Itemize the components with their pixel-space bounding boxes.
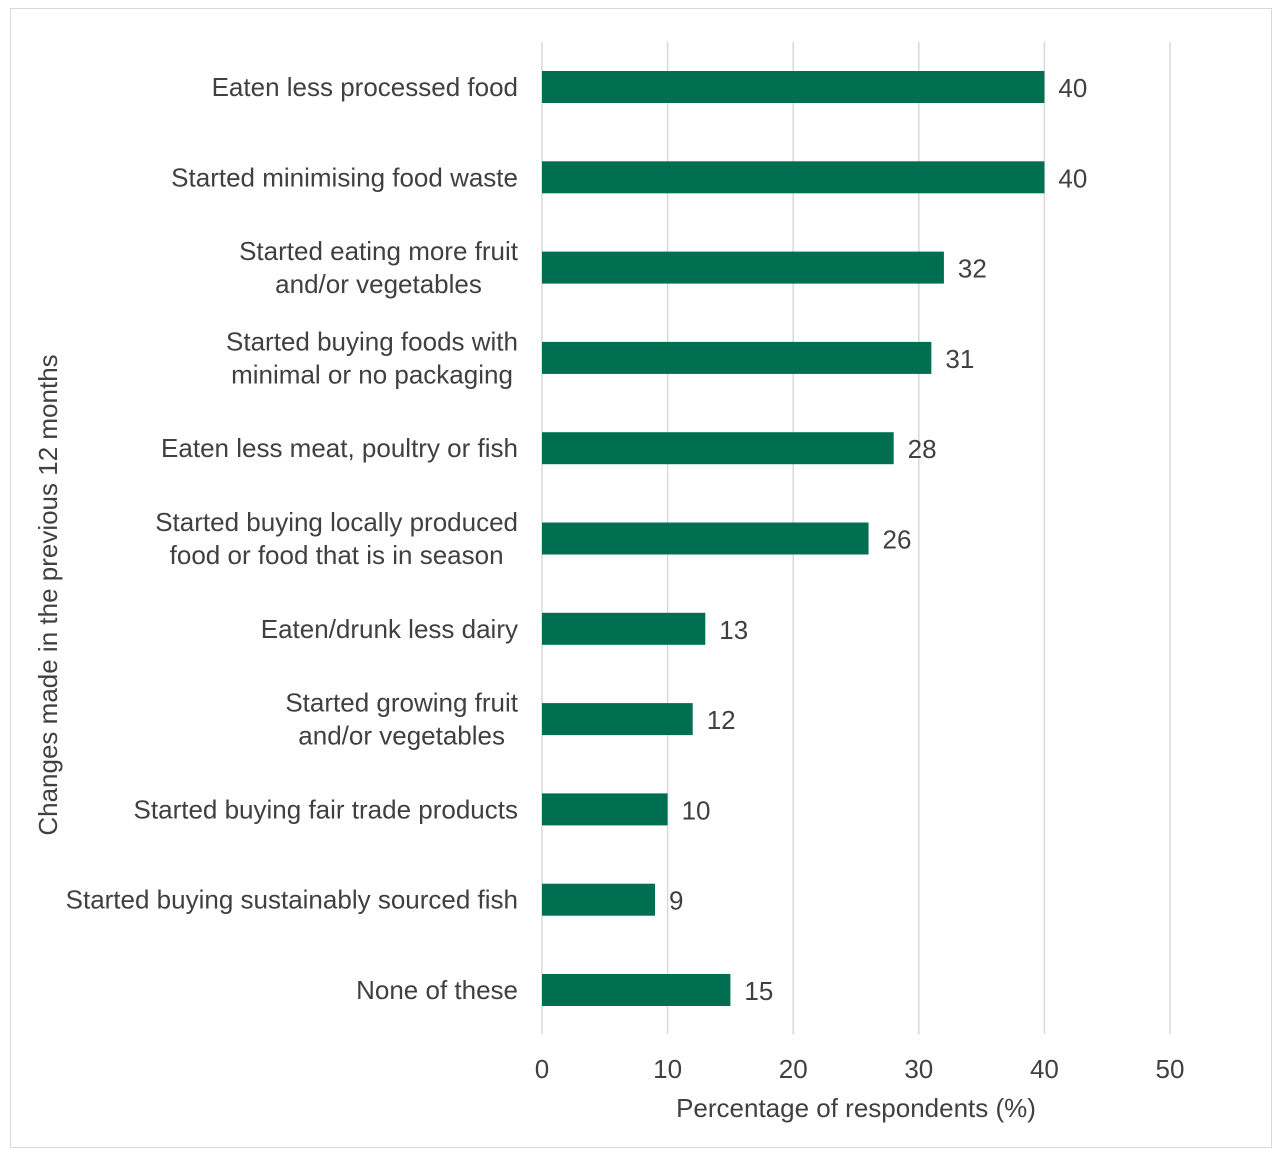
- y-axis-title: Changes made in the previous 12 months: [33, 354, 63, 835]
- category-label-line: Started buying locally produced: [155, 507, 518, 537]
- bars: [542, 71, 1045, 1006]
- category-label: Started eating more fruit and/or vegetabl…: [239, 236, 519, 299]
- chart-frame: [10, 8, 1272, 1148]
- category-label-line: Started minimising food waste: [171, 162, 518, 192]
- category-label-line: Started growing fruit: [285, 688, 518, 718]
- category-label-line: Started buying foods with: [226, 326, 518, 356]
- x-tick-label: 30: [904, 1054, 933, 1084]
- category-label-line: Started buying fair trade products: [134, 794, 518, 824]
- category-label: Started buying foods with minimal or no p…: [226, 326, 518, 389]
- value-label: 40: [1058, 73, 1087, 103]
- bar: [542, 71, 1045, 103]
- category-label-line: None of these: [356, 975, 518, 1005]
- value-label: 26: [883, 525, 912, 555]
- bar: [542, 793, 668, 826]
- value-label: 32: [958, 254, 987, 284]
- category-label-line: food or food that is in season: [170, 540, 504, 570]
- category-label-line: Eaten less processed food: [212, 72, 518, 102]
- category-label: Started minimising food waste: [171, 162, 518, 192]
- bar: [542, 883, 656, 916]
- value-labels: 40 40 32 31 28 26 13 12 10 9 15: [669, 73, 1087, 1006]
- value-label: 12: [707, 705, 736, 735]
- category-label-line: Started eating more fruit: [239, 236, 519, 266]
- category-label: Eaten less meat, poultry or fish: [161, 433, 518, 463]
- x-tick-labels: 0 10 20 30 40 50: [535, 1054, 1185, 1084]
- category-label: Eaten/drunk less dairy: [261, 614, 518, 644]
- category-label: Started buying locally produced food or f…: [155, 507, 518, 570]
- x-axis-title: Percentage of respondents (%): [676, 1093, 1036, 1123]
- x-tick-label: 20: [779, 1054, 808, 1084]
- bar: [542, 432, 894, 465]
- category-label: Started buying fair trade products: [134, 794, 518, 824]
- bar: [542, 341, 932, 374]
- category-label-line: Eaten/drunk less dairy: [261, 614, 518, 644]
- category-label: None of these: [356, 975, 518, 1005]
- bar: [542, 161, 1045, 194]
- category-label-line: Started buying sustainably sourced fish: [66, 885, 518, 915]
- value-label: 13: [719, 615, 748, 645]
- x-tick-label: 40: [1030, 1054, 1059, 1084]
- bar: [542, 251, 944, 284]
- value-label: 28: [908, 434, 937, 464]
- category-labels: Eaten less processed food Started minimis…: [66, 72, 519, 1005]
- bar: [542, 522, 869, 555]
- value-label: 9: [669, 886, 683, 916]
- category-label: Eaten less processed food: [212, 72, 518, 102]
- bar: [542, 974, 731, 1006]
- value-label: 15: [744, 976, 773, 1006]
- x-tick-label: 0: [535, 1054, 549, 1084]
- category-label-line: Eaten less meat, poultry or fish: [161, 433, 518, 463]
- category-label-line: and/or vegetables: [275, 269, 482, 299]
- bar: [542, 703, 693, 736]
- x-tick-label: 10: [653, 1054, 682, 1084]
- gridlines: [541, 42, 1171, 1034]
- category-label: Started growing fruit and/or vegetables: [285, 688, 518, 751]
- value-label: 10: [682, 795, 711, 825]
- x-tick-label: 50: [1156, 1054, 1185, 1084]
- category-label: Started buying sustainably sourced fish: [66, 885, 518, 915]
- category-label-line: minimal or no packaging: [231, 359, 513, 389]
- value-label: 31: [945, 344, 974, 374]
- category-label-line: and/or vegetables: [298, 721, 505, 751]
- value-label: 40: [1058, 163, 1087, 193]
- bar: [542, 612, 706, 645]
